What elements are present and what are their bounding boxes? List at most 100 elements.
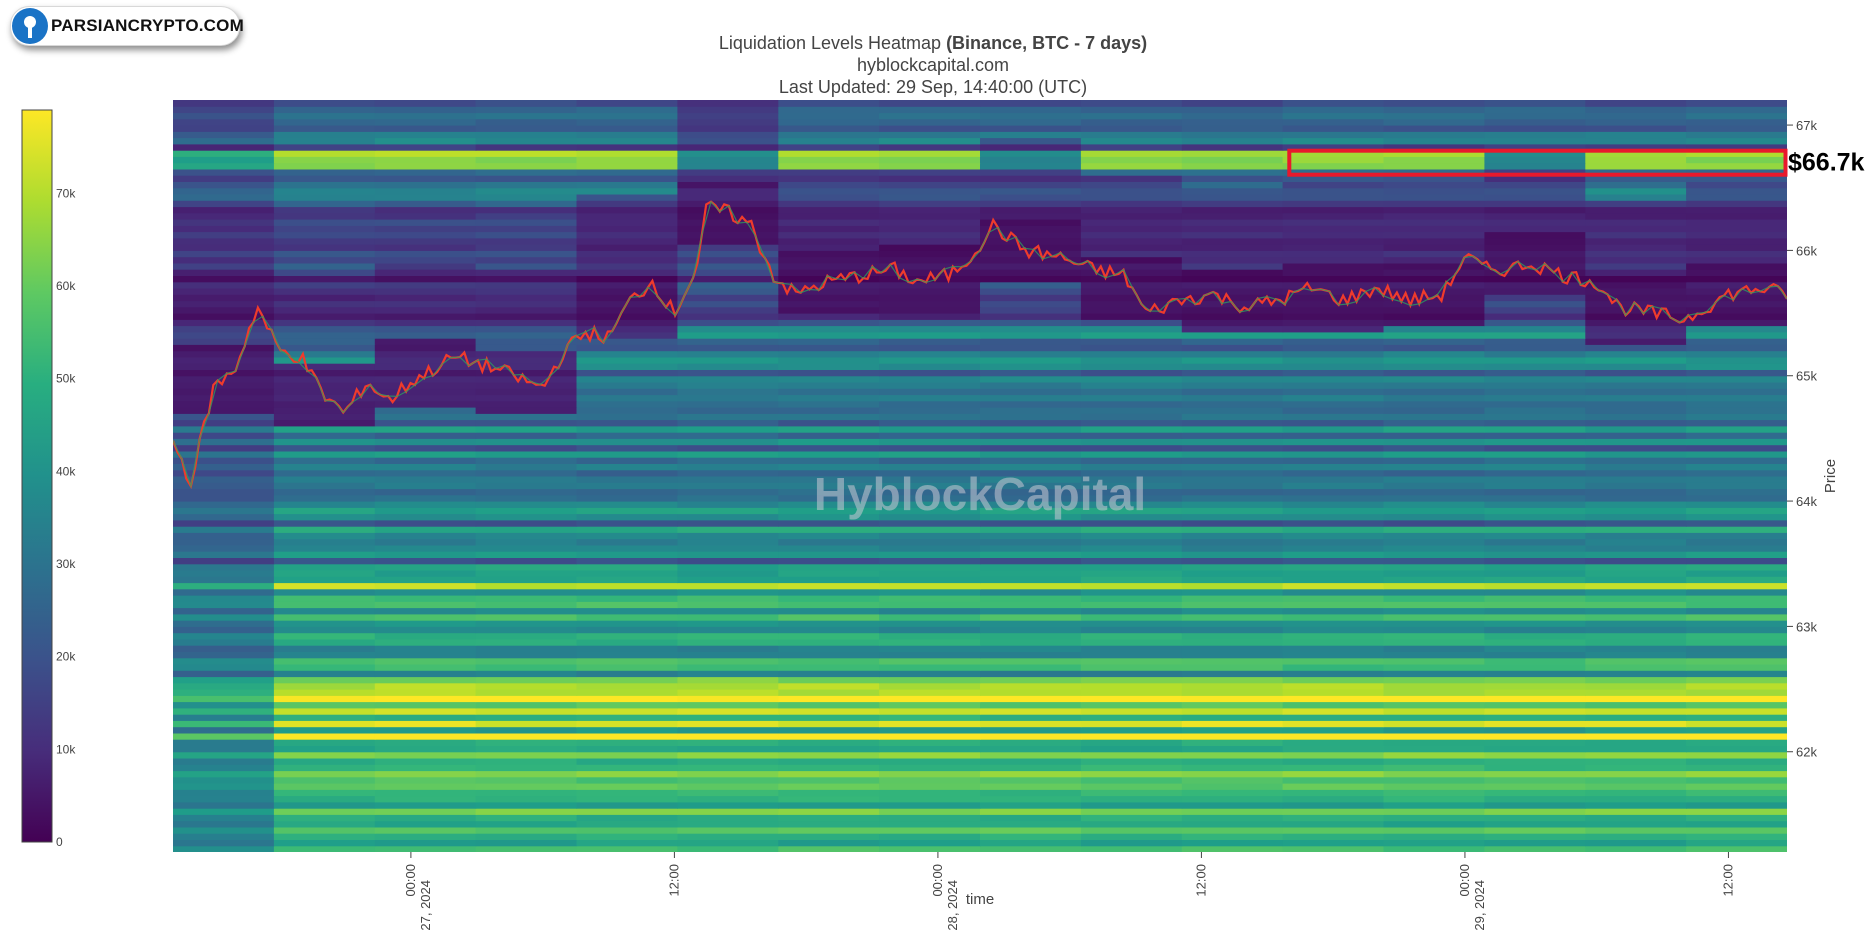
heatmap-cell [677,112,779,120]
heatmap-cell [1585,150,1687,157]
heatmap-cell [879,720,981,728]
heatmap-cell [374,206,477,214]
heatmap-cell [576,200,678,208]
heatmap-cell [273,808,376,815]
heatmap-cell [1181,620,1284,627]
heatmap-cell [1585,125,1687,132]
heatmap-cell [576,394,678,402]
heatmap-cell [778,476,880,483]
x-tick-label: 12:00 [666,864,681,897]
heatmap-cell [1181,125,1284,132]
heatmap-cell [374,181,477,189]
heatmap-cell [1181,601,1284,609]
heatmap-cell [677,833,779,840]
heatmap-cell [273,388,376,396]
heatmap-cell [273,714,376,721]
heatmap-cell [1181,701,1284,709]
heatmap-cell [374,344,477,352]
heatmap-cell [1383,400,1485,408]
heatmap-cell [1181,739,1284,746]
heatmap-cell [1080,262,1183,270]
heatmap-cell [374,570,477,577]
heatmap-cell [1686,175,1787,182]
heatmap-cell [1383,632,1485,640]
heatmap-cell [475,732,578,740]
heatmap-cell [1686,118,1787,126]
heatmap-cell [1585,156,1687,164]
heatmap-cell [1484,595,1586,602]
heatmap-cell [980,425,1082,433]
heatmap-cell [576,225,678,233]
heatmap-cell [980,306,1082,314]
heatmap-cell [1080,400,1183,408]
heatmap-cell [173,356,275,364]
heatmap-cell [1686,244,1787,251]
heatmap-cell [1383,275,1485,283]
heatmap-cell [778,563,880,571]
heatmap-cell [273,588,376,596]
heatmap-cell [1383,112,1485,120]
heatmap-cell [980,256,1082,264]
heatmap-cell [273,200,376,208]
heatmap-cell [1484,657,1586,665]
heatmap-cell [1282,469,1385,477]
heatmap-cell [778,244,880,251]
heatmap-cell [1181,331,1284,339]
heatmap-cell [273,601,376,609]
heatmap-cell [374,657,477,665]
heatmap-cell [778,714,880,721]
heatmap-cell [173,419,275,427]
heatmap-cell [980,607,1082,615]
heatmap-cell [879,413,981,421]
heatmap-cell [677,432,779,439]
heatmap-cell [980,356,1082,364]
heatmap-cell [1080,194,1183,201]
heatmap-cell [980,676,1082,684]
heatmap-cell [576,313,678,320]
heatmap-cell [1282,801,1385,809]
heatmap-cell [273,125,376,132]
heatmap-cell [1181,137,1284,145]
heatmap-cell [1383,356,1485,364]
heatmap-cell [1686,557,1787,565]
heatmap-cell [173,739,275,746]
heatmap-cell [1181,344,1284,352]
heatmap-cell [879,306,981,314]
heatmap-cell [1383,306,1485,314]
heatmap-cell [1080,613,1183,621]
heatmap-cell [1383,745,1485,753]
heatmap-cell [576,801,678,809]
heatmap-cell [173,476,275,483]
heatmap-cell [1686,482,1787,490]
heatmap-cell [475,237,578,245]
heatmap-cell [374,651,477,659]
heatmap-cell [879,632,981,640]
heatmap-cell [677,319,779,327]
heatmap-cell [980,519,1082,527]
heatmap-cell [475,281,578,289]
heatmap-cell [879,651,981,659]
heatmap-cell [778,187,880,195]
heatmap-cell [1484,288,1586,295]
heatmap-cell [1686,313,1787,320]
heatmap-cell [173,394,275,402]
heatmap-cell [677,826,779,834]
heatmap-cell [1686,100,1787,107]
heatmap-cell [879,526,981,533]
heatmap-cell [1181,551,1284,558]
heatmap-cell [1686,325,1787,333]
heatmap-cell [879,225,981,233]
heatmap-cell [1585,425,1687,433]
heatmap-cell [173,438,275,446]
heatmap-cell [475,338,578,345]
heatmap-cell [1585,331,1687,339]
heatmap-cell [879,570,981,577]
heatmap-cell [173,519,275,527]
heatmap-cell [1686,106,1787,114]
heatmap-cell [879,544,981,552]
heatmap-cell [576,839,678,847]
heatmap-cell [475,664,578,671]
heatmap-cell [173,112,275,120]
heatmap-cell [374,595,477,602]
